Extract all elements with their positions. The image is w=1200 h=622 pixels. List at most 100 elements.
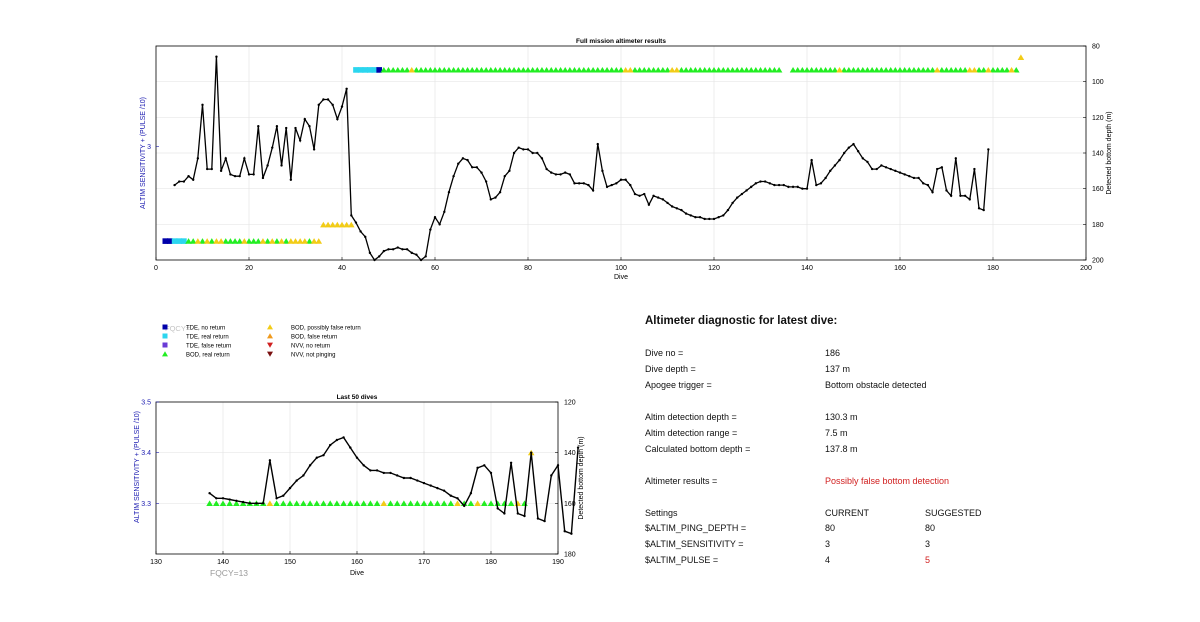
bottom-chart-y-label-left: ALTIM SENSITIVITY + (PULSE /10) xyxy=(134,411,141,523)
depth-point xyxy=(512,151,516,155)
marker-triangle xyxy=(467,500,475,506)
x-tick-label: 80 xyxy=(524,265,532,272)
y-tick-label-right: 180 xyxy=(1092,222,1104,229)
marker-triangle xyxy=(994,66,1001,73)
y-tick-label-right: 120 xyxy=(564,400,576,407)
pulse-current: 4 xyxy=(825,555,831,565)
depth-point xyxy=(712,217,716,221)
depth-point xyxy=(791,185,795,189)
altim-detection-depth-label: Altim detection depth = xyxy=(645,412,737,422)
depth-point xyxy=(605,185,609,189)
depth-point xyxy=(556,464,560,467)
marker-triangle xyxy=(910,66,918,73)
depth-point xyxy=(402,476,406,480)
marker-triangle xyxy=(636,66,643,73)
depth-point xyxy=(554,173,558,176)
depth-point xyxy=(480,171,483,174)
marker-triangle xyxy=(543,66,550,73)
x-tick-label: 160 xyxy=(351,559,363,566)
depth-point xyxy=(777,183,781,187)
x-tick-label: 140 xyxy=(217,559,229,566)
depth-point xyxy=(422,481,426,485)
marker-triangle xyxy=(557,66,564,73)
depth-point xyxy=(378,255,381,258)
marker-triangle xyxy=(306,500,314,506)
marker-triangle xyxy=(301,238,309,244)
depth-point xyxy=(530,451,533,454)
depth-point xyxy=(615,182,618,185)
marker-triangle xyxy=(273,238,281,244)
depth-point xyxy=(531,151,534,155)
depth-point xyxy=(261,176,265,180)
marker-triangle xyxy=(873,66,881,73)
depth-point xyxy=(936,167,939,171)
depth-point xyxy=(516,512,519,515)
marker-triangle xyxy=(389,66,397,73)
marker-triangle xyxy=(947,66,955,73)
apogee-trigger-label: Apogee trigger = xyxy=(645,380,712,390)
marker-triangle xyxy=(831,66,839,73)
depth-point xyxy=(342,436,345,439)
top-chart-x-label: Dive xyxy=(614,274,628,281)
settings-current-header: CURRENT xyxy=(825,508,869,518)
marker-triangle xyxy=(571,66,578,73)
marker-triangle xyxy=(1017,54,1025,60)
depth-point xyxy=(550,474,553,477)
depth-point xyxy=(750,185,753,189)
marker-triangle xyxy=(226,500,233,506)
marker-triangle xyxy=(313,500,321,506)
marker-triangle xyxy=(440,500,448,506)
marker-triangle xyxy=(524,66,532,73)
marker-triangle xyxy=(896,66,904,73)
marker-triangle xyxy=(494,500,501,506)
marker-triangle xyxy=(436,66,443,73)
legend-fqcy-ghost: FQCY= xyxy=(165,324,191,333)
depth-point xyxy=(856,150,860,153)
y-tick-label-right: 80 xyxy=(1092,44,1100,51)
y-tick-label-left: 3 xyxy=(147,144,151,151)
marker-triangle xyxy=(329,221,336,228)
depth-point xyxy=(601,169,604,173)
depth-point xyxy=(329,443,332,447)
depth-point xyxy=(509,461,513,464)
depth-point xyxy=(782,183,785,187)
marker-triangle xyxy=(340,500,347,506)
marker-triangle xyxy=(306,238,313,244)
calculated-bottom-depth-label: Calculated bottom depth = xyxy=(645,444,751,454)
marker-triangle xyxy=(538,66,546,73)
depth-point xyxy=(949,194,953,197)
depth-point xyxy=(271,146,274,149)
marker-triangle xyxy=(293,500,300,506)
depth-point xyxy=(275,497,278,500)
x-tick-label: 120 xyxy=(708,265,720,272)
depth-point xyxy=(838,158,841,162)
marker-triangle xyxy=(682,66,690,73)
depth-point xyxy=(182,180,186,183)
marker-triangle xyxy=(481,500,488,506)
marker-triangle xyxy=(315,238,323,244)
legend-triangle-up-icon xyxy=(267,333,273,339)
sensitivity-current: 3 xyxy=(825,539,831,549)
depth-point xyxy=(429,484,432,487)
depth-point xyxy=(773,183,776,187)
dive-no-value: 186 xyxy=(825,348,841,358)
marker-triangle xyxy=(208,238,216,244)
diagnostic-title: Altimeter diagnostic for latest dive: xyxy=(645,315,838,327)
y-tick-label-left: 3.3 xyxy=(141,501,151,508)
marker-triangle xyxy=(217,238,225,244)
depth-point xyxy=(288,486,292,490)
top-chart: 0 20 40 60 80 100 120 140 160 180 200 80 100 120 140 1… xyxy=(140,38,1113,281)
depth-point xyxy=(726,208,730,212)
marker-triangle xyxy=(227,238,234,244)
depth-point xyxy=(354,221,358,224)
top-chart-y-ticks-left: 3 xyxy=(147,144,159,151)
depth-point xyxy=(843,151,846,155)
marker-triangle xyxy=(775,66,783,73)
marker-triangle xyxy=(999,66,1006,73)
depth-point xyxy=(382,249,386,253)
marker-triangle xyxy=(808,66,815,73)
y-tick-label-right: 120 xyxy=(1092,115,1104,122)
marker-triangle xyxy=(338,221,346,228)
marker-triangle xyxy=(231,238,239,244)
depth-point xyxy=(684,212,688,215)
